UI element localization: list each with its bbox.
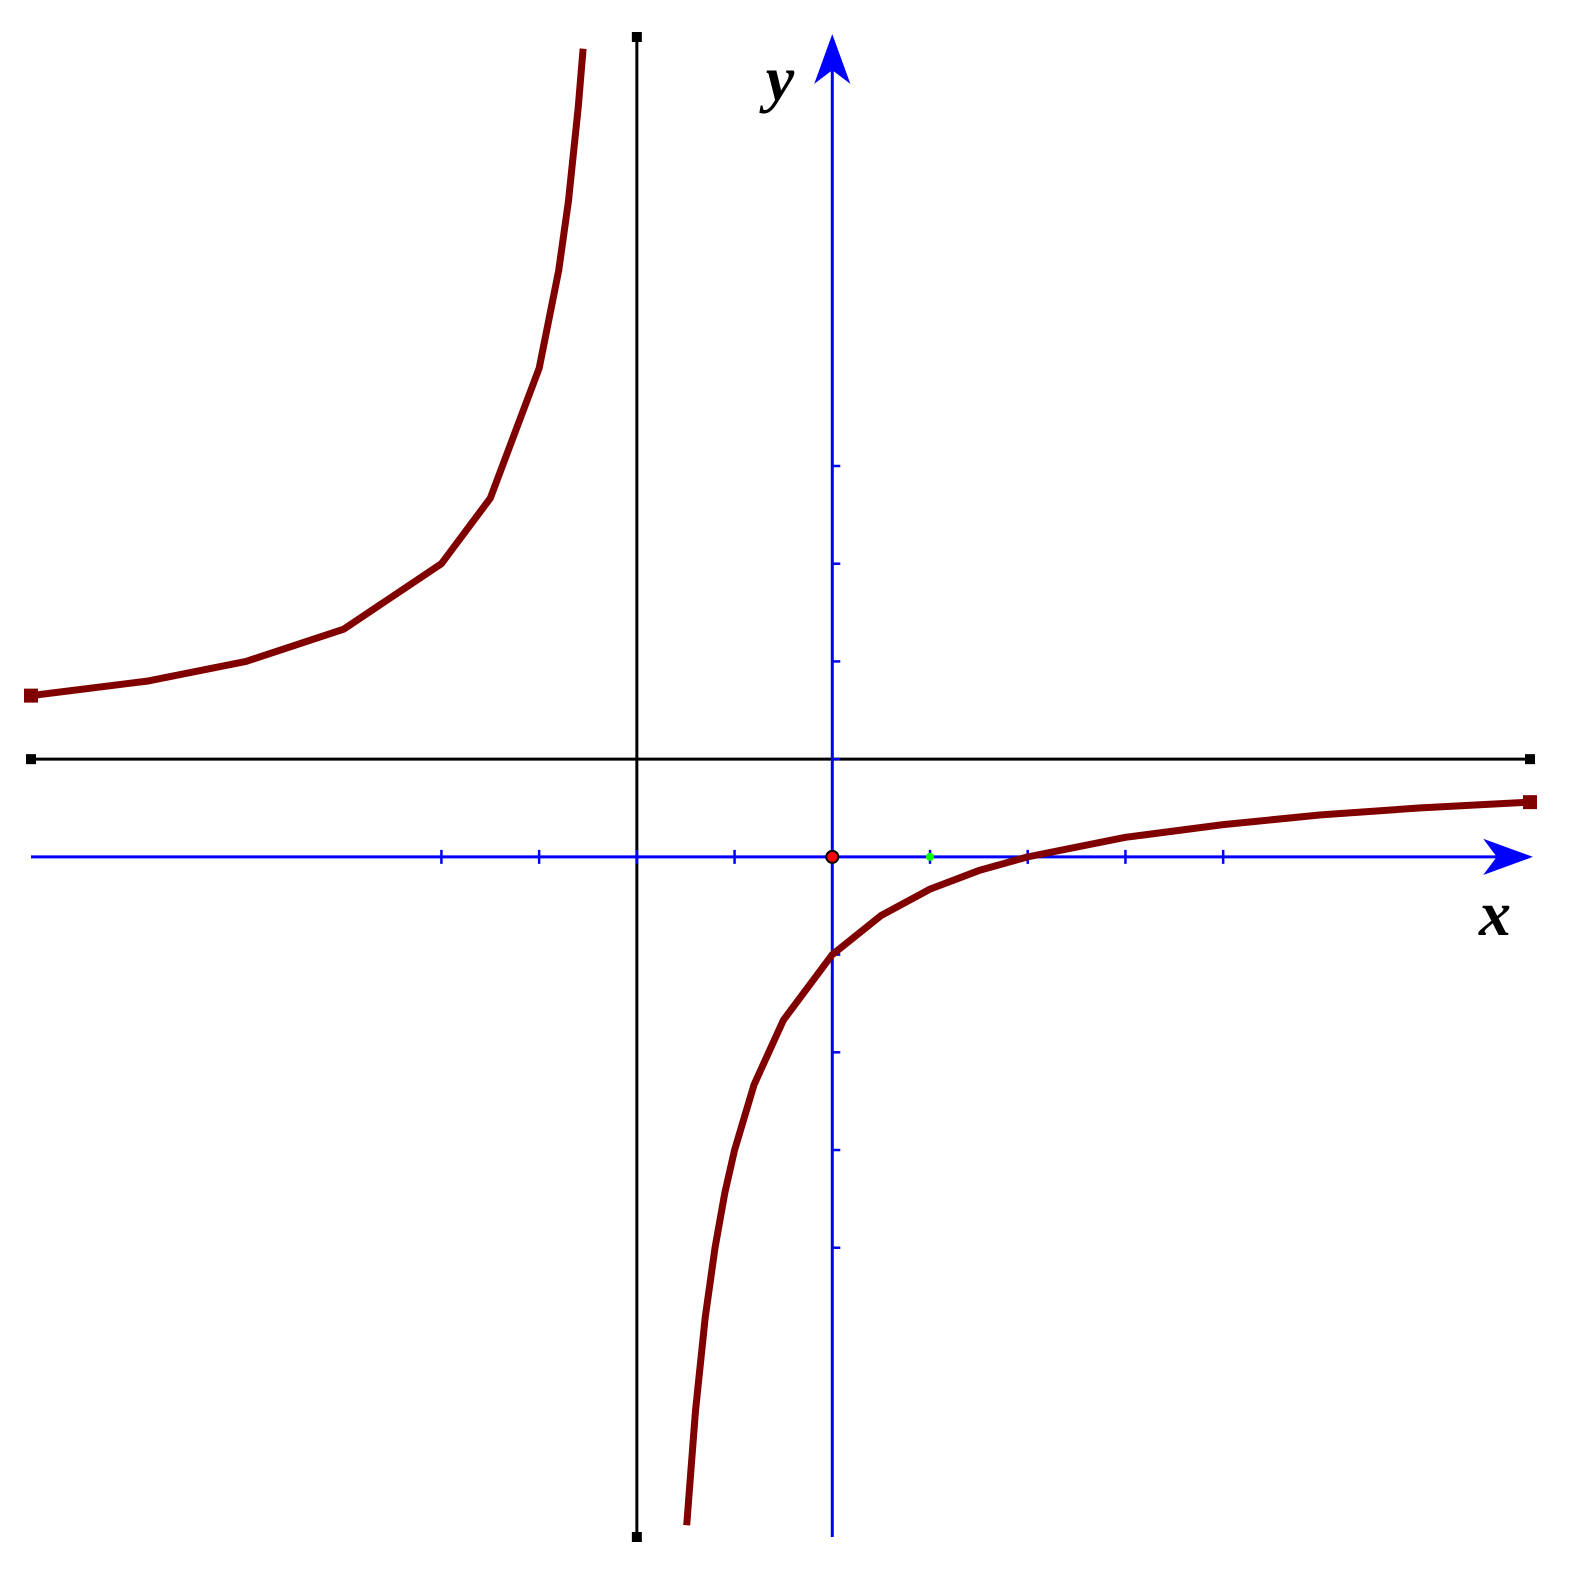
asymptote-end	[631, 1532, 642, 1542]
point	[825, 849, 840, 864]
asymptote-end	[26, 754, 36, 765]
y-axis-arrow	[814, 34, 851, 84]
curve	[683, 798, 1531, 1526]
x-axis-arrow	[1483, 838, 1533, 875]
curve	[30, 48, 587, 700]
x-axis-label: x	[1478, 878, 1511, 949]
curve-end	[1523, 795, 1537, 810]
curve-end	[24, 688, 38, 703]
asymptote-end	[1525, 754, 1535, 765]
point	[926, 852, 935, 861]
asymptote-end	[631, 32, 642, 42]
y-axis-label: y	[759, 43, 795, 114]
